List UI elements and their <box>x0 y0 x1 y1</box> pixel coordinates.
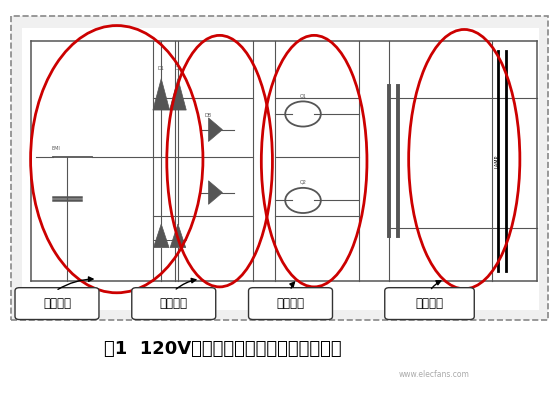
Polygon shape <box>208 118 222 141</box>
Polygon shape <box>170 79 186 110</box>
Polygon shape <box>153 224 169 248</box>
Text: D1: D1 <box>158 66 165 71</box>
Polygon shape <box>170 224 186 248</box>
FancyBboxPatch shape <box>22 28 539 310</box>
Polygon shape <box>153 79 170 110</box>
Text: DB: DB <box>205 113 212 118</box>
FancyBboxPatch shape <box>385 288 474 320</box>
Text: D2: D2 <box>175 66 181 71</box>
Text: EMI: EMI <box>51 146 60 151</box>
Polygon shape <box>208 181 222 204</box>
Text: 触发电路: 触发电路 <box>160 297 188 310</box>
FancyBboxPatch shape <box>11 16 548 320</box>
Text: LAMP: LAMP <box>494 154 499 168</box>
Text: 电源变换: 电源变换 <box>43 297 71 310</box>
Text: www.elecfans.com: www.elecfans.com <box>398 370 469 379</box>
FancyBboxPatch shape <box>249 288 332 320</box>
Text: 高频振荡: 高频振荡 <box>276 297 305 310</box>
Text: 图1  120V电源电压电子节能灯电路原理图: 图1 120V电源电压电子节能灯电路原理图 <box>103 340 341 358</box>
FancyBboxPatch shape <box>132 288 216 320</box>
Text: Q1: Q1 <box>300 93 306 98</box>
FancyBboxPatch shape <box>15 288 99 320</box>
Text: Q2: Q2 <box>300 180 306 185</box>
Text: 负载谐振: 负载谐振 <box>415 297 444 310</box>
